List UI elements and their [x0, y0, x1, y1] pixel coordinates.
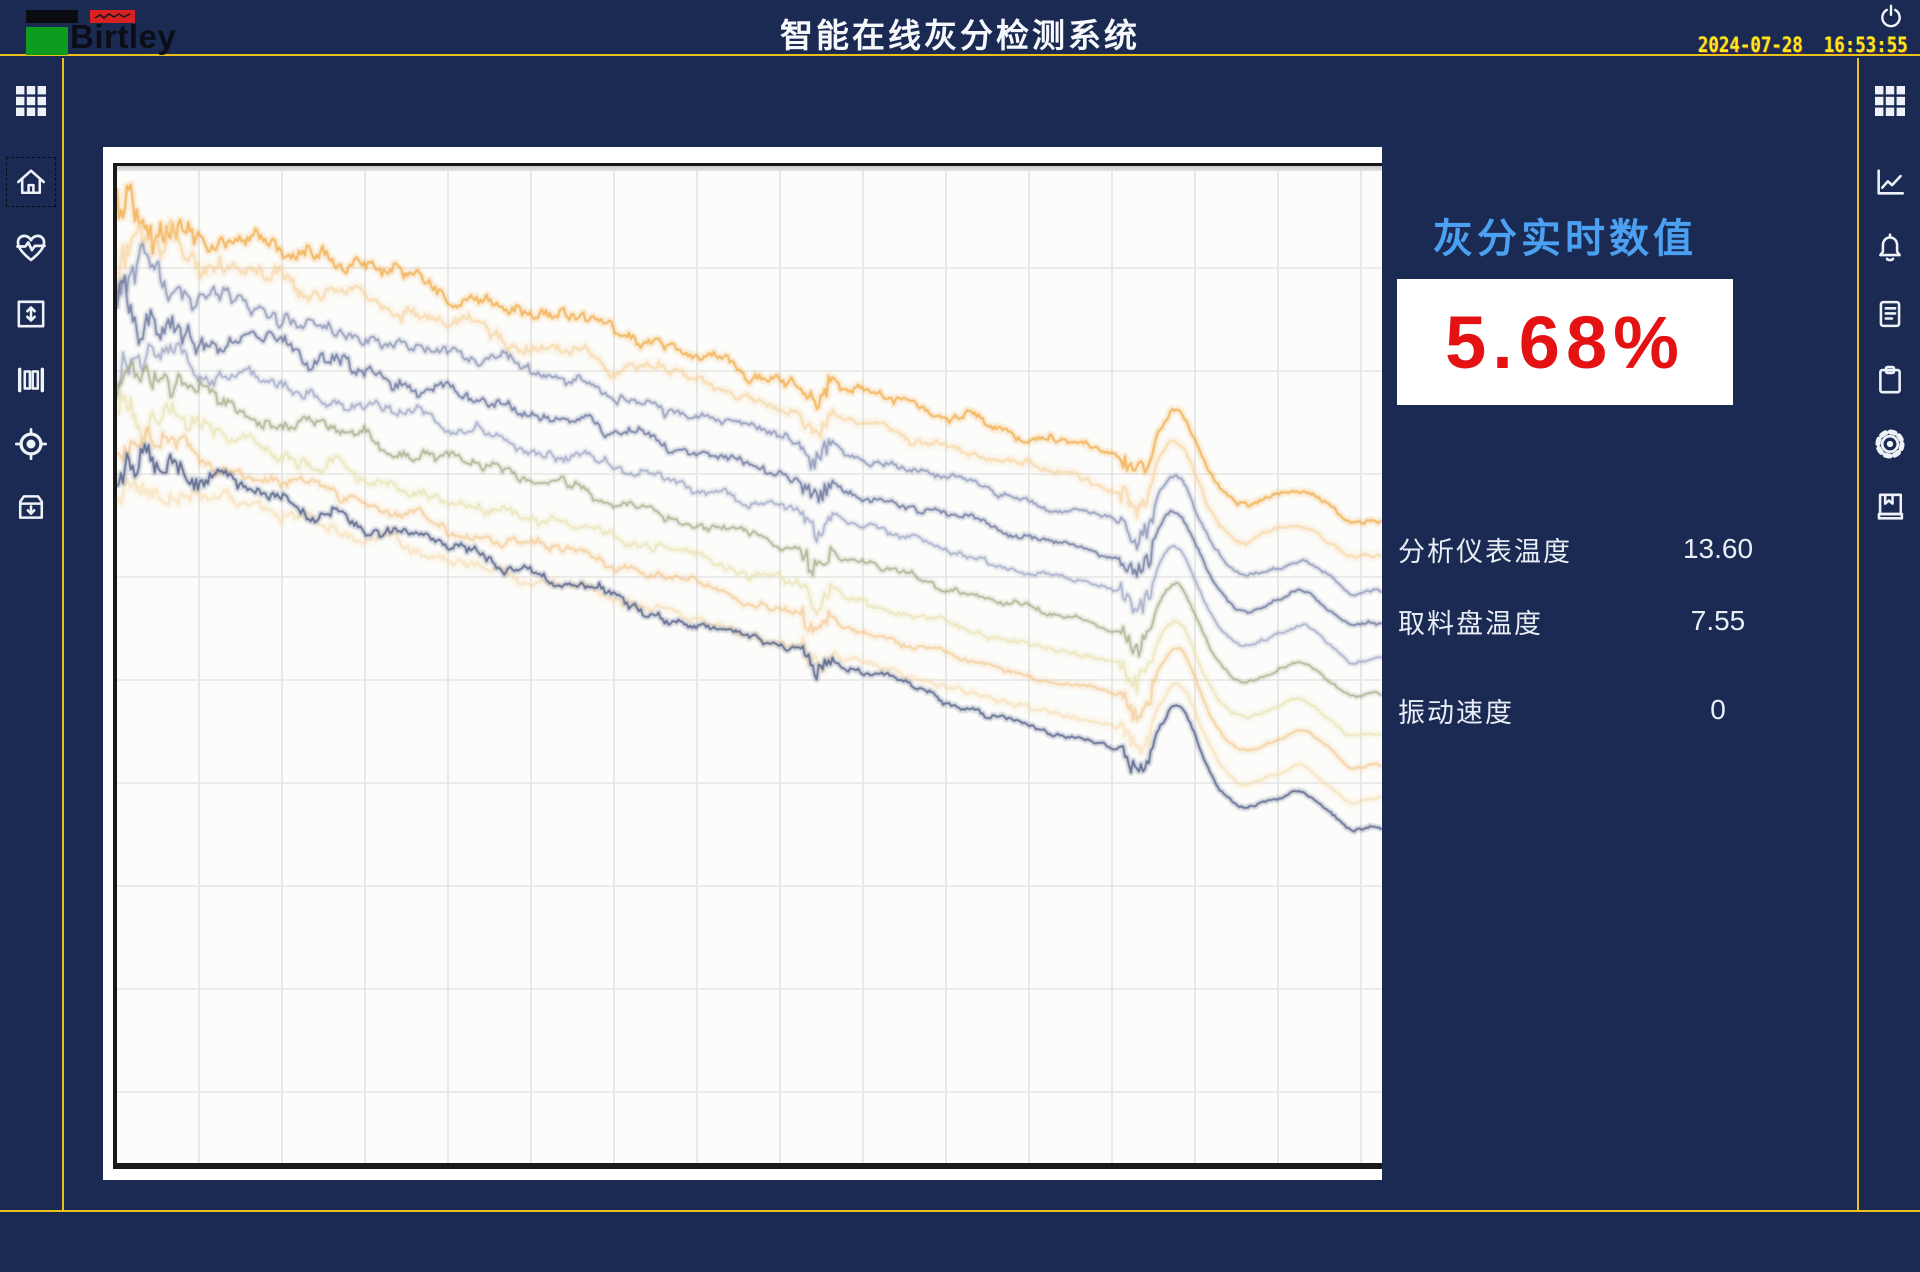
apps-grid-icon: [16, 86, 46, 116]
logo-green-square: [26, 27, 68, 55]
reading-value: 0: [1710, 694, 1726, 725]
power-button[interactable]: [1876, 2, 1906, 32]
ash-value-panel: 灰分实时数值 5.68% 分析仪表温度 13.60 取料盘温度 7.55 振动速…: [1397, 206, 1779, 766]
settings-gear-icon: [1874, 429, 1905, 459]
logo-text: Birtley: [70, 18, 177, 55]
logbook-icon: [1877, 493, 1903, 520]
sidebar-item-trend-chart[interactable]: [1867, 159, 1913, 205]
target-icon: [14, 427, 48, 461]
sidebar-item-level-adjust[interactable]: [8, 291, 54, 337]
reading-value: 7.55: [1690, 605, 1746, 636]
apps-grid-icon: [1874, 86, 1905, 116]
clipboard-icon: [1878, 365, 1901, 394]
sidebar-item-target[interactable]: [8, 421, 54, 467]
archive-in-icon: [18, 495, 44, 519]
ash-value-title: 灰分实时数值: [1433, 217, 1697, 261]
vertical-adjust-icon: [17, 300, 45, 328]
trend-plot: [113, 163, 1382, 1169]
bottom-frame-line: [0, 1210, 1920, 1212]
sidebar-item-report[interactable]: [1867, 291, 1913, 337]
sidebar-item-tasks[interactable]: [1867, 357, 1913, 403]
logo-black-square: [26, 10, 78, 23]
reading-row-tray-temp: 取料盘温度 7.55: [1398, 602, 1778, 640]
plot-top-strip: [117, 166, 1382, 171]
logo-zigzag-icon: [94, 13, 131, 20]
right-sidebar: [1857, 58, 1920, 1210]
alarm-bell-icon: [1878, 233, 1901, 262]
sidebar-item-columns[interactable]: [8, 357, 54, 403]
sidebar-item-apps-grid-right[interactable]: [1867, 78, 1913, 124]
sidebar-item-apps-grid[interactable]: [8, 78, 54, 124]
sidebar-item-alarms[interactable]: [1867, 225, 1913, 271]
sidebar-item-archive-in[interactable]: [8, 484, 54, 530]
left-sidebar: [0, 58, 64, 1210]
columns-icon: [17, 367, 45, 393]
ash-value-card: 5.68%: [1397, 279, 1733, 405]
sidebar-item-health-monitor[interactable]: [8, 225, 54, 271]
trend-chart-card: [103, 147, 1382, 1180]
heartbeat-icon: [16, 234, 46, 262]
trend-lines: [117, 180, 1382, 835]
trend-chart-icon: [1876, 169, 1904, 195]
reading-label: 取料盘温度: [1398, 608, 1543, 639]
power-icon: [1881, 4, 1901, 27]
logo-red-square: [90, 10, 135, 23]
footer: [0, 1212, 1920, 1272]
ash-value: 5.68%: [1445, 300, 1685, 384]
reading-label: 振动速度: [1398, 697, 1514, 728]
sidebar-item-records[interactable]: [1867, 484, 1913, 530]
reading-value: 13.60: [1682, 533, 1754, 564]
report-icon: [1879, 300, 1900, 328]
sidebar-item-home[interactable]: [6, 157, 56, 207]
header: Birtley 智能在线灰分检测系统 2024-07-28 16:53:55: [0, 0, 1920, 57]
reading-row-analyzer-temp: 分析仪表温度 13.60: [1398, 530, 1778, 568]
reading-row-vibration-speed: 振动速度 0: [1398, 691, 1778, 729]
home-icon: [16, 169, 46, 195]
reading-label: 分析仪表温度: [1398, 536, 1572, 567]
sidebar-item-settings[interactable]: [1867, 421, 1913, 467]
datetime: 2024-07-28 16:53:55: [1698, 33, 1908, 57]
brand-logo: Birtley: [26, 6, 216, 56]
page-title: 智能在线灰分检测系统: [780, 17, 1140, 54]
